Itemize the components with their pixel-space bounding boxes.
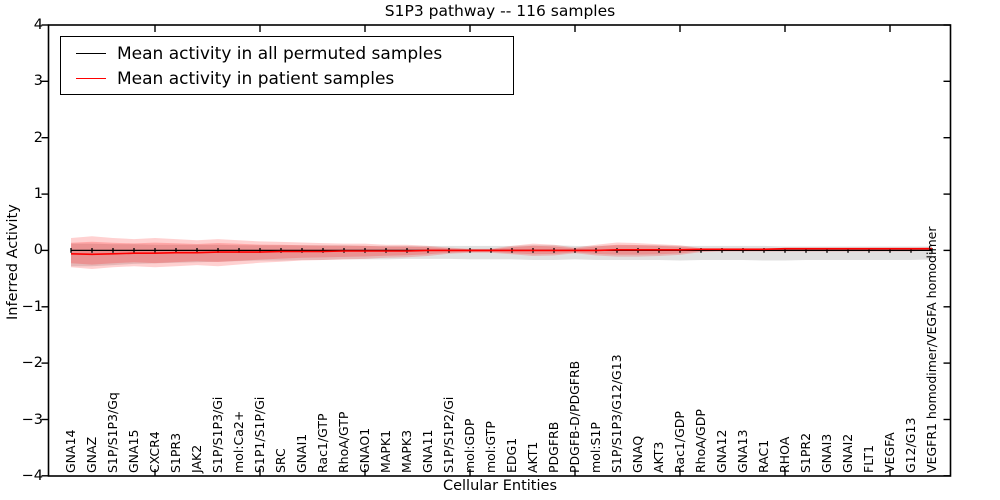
x-tick-label: AKT1 (525, 441, 540, 473)
x-tick-label: S1P/S1P3/G12/G13 (609, 354, 624, 473)
x-tick-label: RAC1 (756, 439, 771, 473)
chart-title: S1P3 pathway -- 116 samples (384, 2, 616, 20)
x-tick-label: PDGFRB (546, 421, 561, 473)
x-tick-label: S1P1/S1P/Gi (252, 396, 267, 473)
x-tick-label: mol:GTP (483, 421, 498, 473)
x-tick-label: GNA11 (420, 429, 435, 474)
x-tick-label: S1P/S1P2/Gi (441, 396, 456, 473)
x-tick-label: mol:Ca2+ (231, 410, 246, 473)
legend-row-patient: Mean activity in patient samples (61, 66, 513, 91)
legend-label-permuted: Mean activity in all permuted samples (117, 43, 443, 64)
y-tick-label: 2 (33, 129, 43, 146)
x-tick-label: GNAQ (630, 435, 645, 473)
x-tick-label: EDG1 (504, 437, 519, 473)
x-tick-label: JAK2 (189, 444, 204, 473)
x-tick-label: VEGFA (882, 432, 897, 473)
x-tick-label: PDGFB-D/PDGFRB (567, 360, 582, 473)
x-tick-label: S1P/S1P3/Gi (210, 396, 225, 473)
y-tick-label: 1 (33, 186, 43, 203)
y-tick-label: −1 (21, 298, 43, 315)
x-tick-label: G12/G13 (903, 417, 918, 473)
x-tick-label: GNA14 (63, 429, 78, 474)
legend: Mean activity in all permuted samples Me… (60, 36, 514, 95)
y-tick-label: 0 (33, 242, 43, 259)
x-tick-label: mol:S1P (588, 422, 603, 473)
x-tick-label: SRC (273, 448, 288, 473)
x-tick-label: GNA13 (735, 429, 750, 474)
legend-row-permuted: Mean activity in all permuted samples (61, 41, 513, 66)
y-tick-label: −2 (21, 355, 43, 372)
permuted-line-sample-icon (76, 53, 106, 54)
y-tick-label: 3 (33, 73, 43, 90)
x-tick-label: Rac1/GTP (315, 413, 330, 473)
patient-mean-line (70, 247, 932, 256)
x-tick-label: GNAI3 (819, 433, 834, 473)
y-tick-label: −4 (21, 467, 43, 484)
y-tick-label: −3 (21, 411, 43, 428)
patient-std-band-inner (71, 241, 932, 265)
x-tick-label: GNA15 (126, 429, 141, 474)
x-tick-label: S1PR2 (798, 432, 813, 473)
x-tick-label: S1PR3 (168, 432, 183, 473)
x-tick-label: RhoA/GDP (693, 409, 708, 473)
x-tick-label: VEGFR1 homodimer/VEGFA homodimer (924, 226, 939, 473)
x-tick-label: MAPK3 (399, 429, 414, 473)
x-tick-label: S1P/S1P3/Gq (105, 392, 120, 473)
y-tick-label: 4 (33, 17, 43, 33)
x-tick-label: GNAI2 (840, 433, 855, 473)
x-tick-label: AKT3 (651, 441, 666, 473)
x-tick-label: GNAI1 (294, 433, 309, 473)
x-tick-label: RhoA/GTP (336, 411, 351, 473)
legend-label-patient: Mean activity in patient samples (117, 68, 395, 89)
x-tick-label: RHOA (777, 436, 792, 473)
x-tick-label: GNAO1 (357, 427, 372, 473)
x-tick-label: Rac1/GDP (672, 411, 687, 473)
x-tick-label: CXCR4 (147, 431, 162, 473)
x-axis-label: Cellular Entities (442, 478, 558, 494)
patient-line-sample-icon (76, 78, 106, 79)
patient-std-band-outer (71, 236, 932, 269)
x-tick-label: mol:GDP (462, 418, 477, 473)
x-tick-label: FLT1 (861, 444, 876, 473)
x-tick-label: GNA12 (714, 429, 729, 474)
x-tick-label: MAPK1 (378, 429, 393, 473)
x-tick-label: GNAZ (84, 436, 99, 473)
